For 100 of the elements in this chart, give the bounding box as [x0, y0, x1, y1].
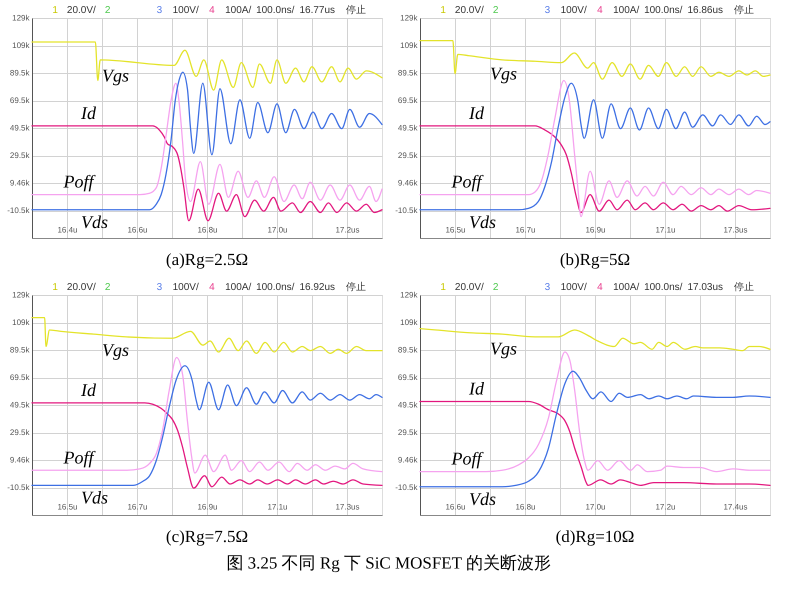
- text: 20.0V/: [454, 5, 484, 16]
- text: 16.86us: [687, 5, 724, 16]
- series-label: Vgs: [102, 340, 129, 360]
- x-tick-label: 16.6u: [127, 226, 148, 234]
- text: 4: [209, 5, 216, 16]
- text: 100A/: [225, 5, 252, 16]
- y-tick-label: 129k: [12, 290, 30, 300]
- text: 16.77us: [299, 5, 336, 16]
- caption: 图 3.25 不同 Rg 下 SiC MOSFET 的关断波形: [226, 554, 552, 572]
- series-label: Poff: [450, 448, 484, 469]
- text: 16.92us: [299, 282, 336, 293]
- text: 100.0ns/: [256, 5, 295, 16]
- y-tick-label: 49.5k: [398, 400, 418, 410]
- line-series: [31, 402, 383, 489]
- text: (a)Rg=2.5Ω: [166, 250, 248, 269]
- line-series: [419, 400, 771, 486]
- text: 1: [52, 5, 58, 16]
- text: 3: [544, 5, 551, 16]
- text: 4: [597, 282, 604, 293]
- text: 1: [440, 5, 446, 16]
- series-label: Poff: [450, 172, 484, 192]
- text: 停止: [734, 281, 754, 293]
- text: 100A/: [225, 282, 252, 293]
- text: (b)Rg=5Ω: [560, 250, 630, 269]
- series-label: Id: [80, 380, 97, 400]
- y-tick-label: 9.46k: [10, 178, 30, 188]
- text: 100V/: [172, 5, 199, 16]
- text: 2: [104, 5, 111, 16]
- text: 2: [104, 282, 111, 293]
- y-tick-label: 129k: [12, 14, 30, 22]
- x-tick-label: 16.5u: [57, 502, 78, 512]
- x-tick-label: 16.8u: [197, 226, 218, 234]
- text: 3: [156, 282, 163, 293]
- text: 100A/: [613, 5, 640, 16]
- y-tick-label: -10.5k: [395, 206, 418, 215]
- text: 100.0ns/: [644, 5, 683, 16]
- y-tick-label: 129k: [400, 14, 418, 22]
- y-tick-label: 69.5k: [10, 96, 30, 105]
- text: 停止: [734, 4, 754, 16]
- y-tick-label: 89.5k: [398, 346, 418, 354]
- y-tick-label: 109k: [400, 318, 418, 327]
- text: 停止: [346, 4, 366, 16]
- x-tick-label: 16.8u: [515, 502, 536, 512]
- text: 4: [597, 5, 604, 16]
- x-tick-label: 17.3us: [335, 502, 360, 512]
- series-label: Vds: [81, 487, 108, 508]
- series-label: Poff: [62, 447, 96, 468]
- text: 3: [156, 5, 163, 16]
- x-tick-label: 17.0u: [585, 502, 606, 512]
- text: 100A/: [613, 282, 640, 293]
- series-label: Id: [468, 102, 485, 123]
- x-tick-label: 16.4u: [57, 226, 78, 234]
- text: (c)Rg=7.5Ω: [166, 527, 248, 546]
- y-tick-label: 9.46k: [398, 456, 418, 464]
- y-tick-label: 89.5k: [10, 346, 30, 354]
- text: (d)Rg=10Ω: [556, 527, 634, 546]
- y-tick-label: 69.5k: [10, 373, 30, 382]
- text: 1: [52, 282, 58, 293]
- y-tick-label: 69.5k: [398, 373, 418, 382]
- y-tick-label: 89.5k: [10, 68, 30, 78]
- text: 2: [492, 5, 499, 16]
- text: 20.0V/: [454, 282, 484, 293]
- text: 2: [492, 282, 499, 293]
- y-tick-label: -10.5k: [7, 483, 30, 492]
- x-tick-label: 16.9u: [585, 226, 606, 234]
- y-tick-label: 29.5k: [398, 428, 418, 437]
- y-tick-label: 49.5k: [398, 124, 418, 132]
- y-tick-label: 109k: [400, 41, 418, 50]
- x-tick-label: 16.5u: [445, 226, 466, 234]
- text: 3: [544, 282, 551, 293]
- y-tick-label: -10.5k: [7, 206, 30, 215]
- x-tick-label: 17.1u: [267, 502, 288, 512]
- text: 20.0V/: [66, 282, 96, 293]
- text: 1: [440, 282, 446, 293]
- series-label: Vgs: [490, 338, 517, 359]
- y-tick-label: 29.5k: [398, 151, 418, 160]
- text: 4: [209, 282, 216, 293]
- series-label: Vds: [469, 488, 496, 509]
- series-label: Id: [468, 378, 485, 399]
- text: 100V/: [172, 282, 199, 293]
- series-label: Vds: [469, 212, 496, 232]
- series-label: Id: [80, 102, 97, 123]
- line-series: [419, 370, 771, 488]
- series-label: Vds: [81, 212, 108, 232]
- text: 停止: [346, 281, 366, 293]
- text: 100.0ns/: [256, 282, 295, 293]
- y-tick-label: 69.5k: [398, 96, 418, 105]
- line-series: [419, 125, 771, 214]
- y-tick-label: 29.5k: [10, 151, 30, 160]
- x-tick-label: 17.4us: [723, 502, 748, 512]
- y-tick-label: 109k: [12, 41, 30, 50]
- text: 20.0V/: [66, 5, 96, 16]
- series-label: Poff: [62, 172, 96, 192]
- line-series: [31, 365, 383, 486]
- y-tick-label: 109k: [12, 318, 30, 327]
- line-series: [31, 41, 383, 91]
- x-tick-label: 17.3us: [723, 226, 748, 234]
- x-tick-label: 17.0u: [267, 226, 288, 234]
- y-tick-label: 49.5k: [10, 124, 30, 132]
- text: 17.03us: [687, 282, 724, 293]
